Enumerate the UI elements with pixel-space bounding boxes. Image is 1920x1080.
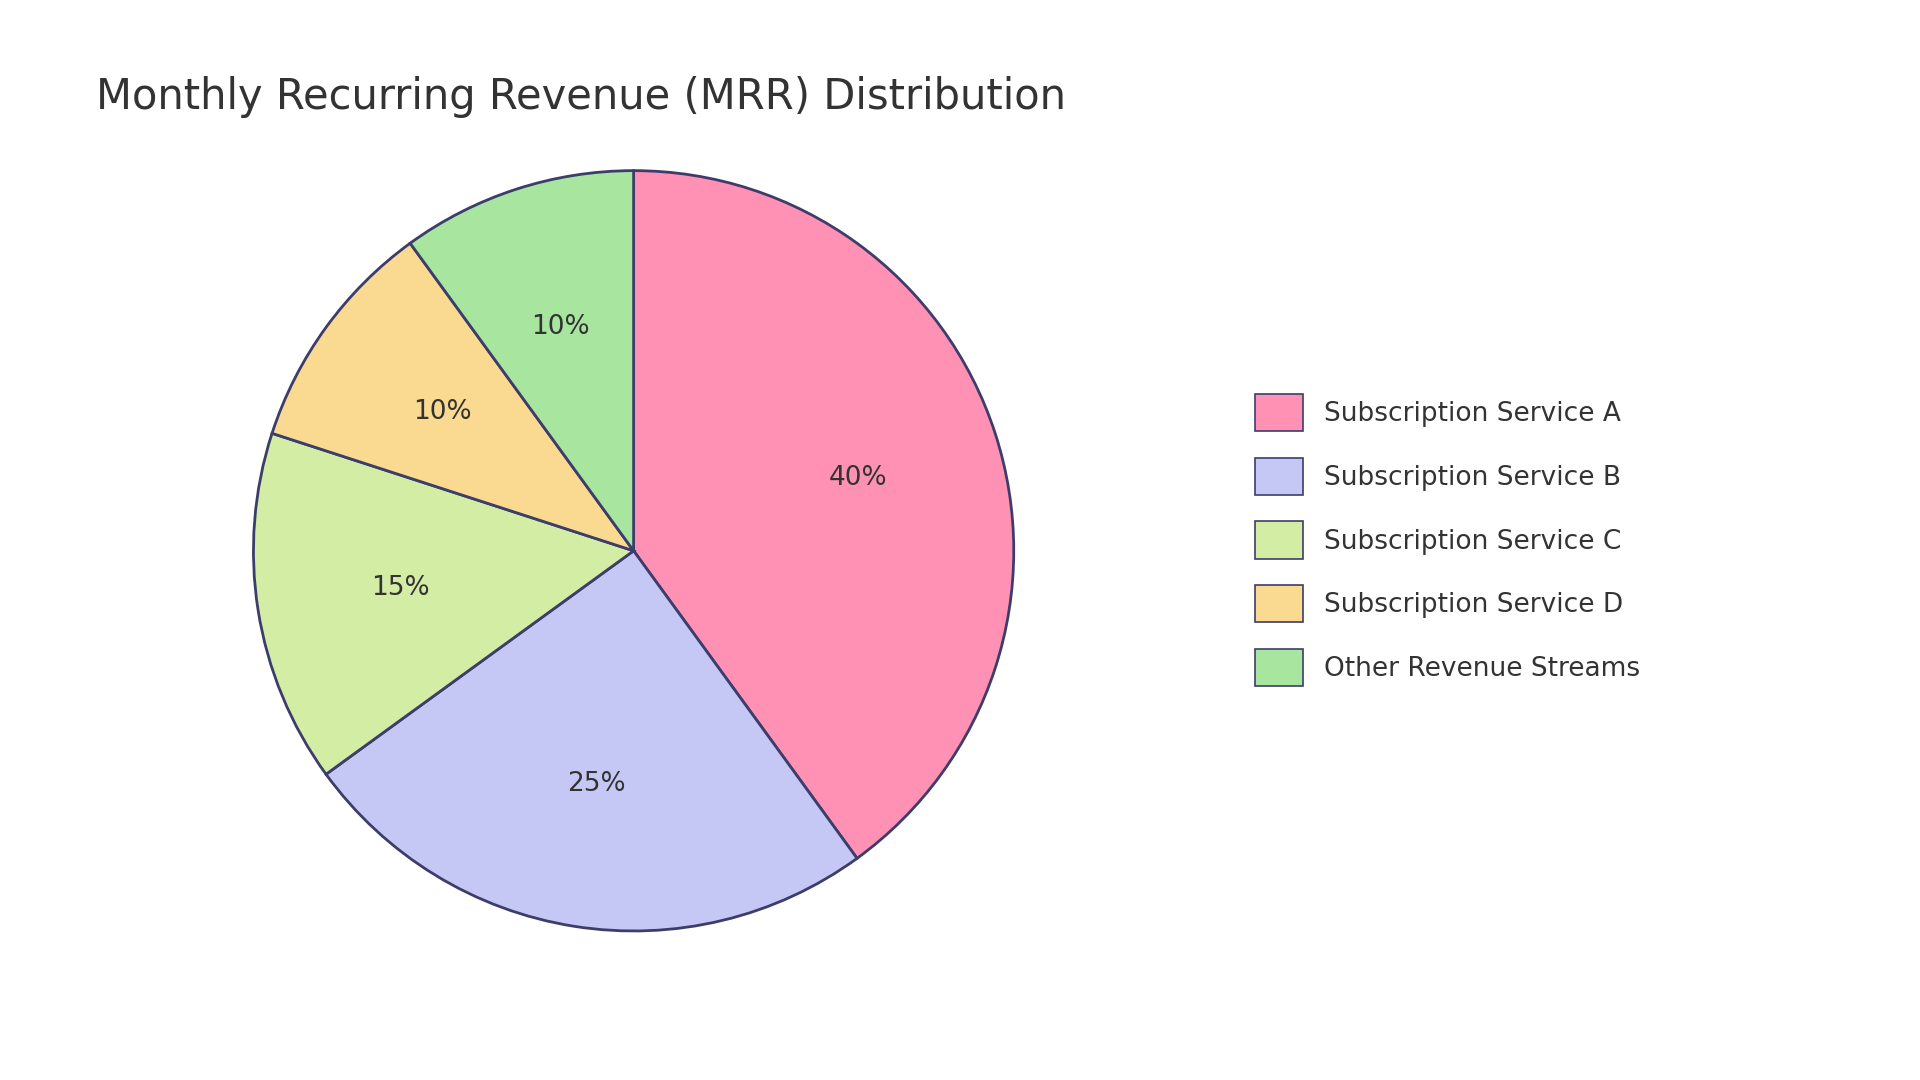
- Legend: Subscription Service A, Subscription Service B, Subscription Service C, Subscrip: Subscription Service A, Subscription Ser…: [1242, 380, 1653, 700]
- Text: 25%: 25%: [568, 771, 626, 797]
- Wedge shape: [411, 171, 634, 551]
- Text: 10%: 10%: [413, 400, 472, 426]
- Wedge shape: [273, 243, 634, 551]
- Text: 10%: 10%: [532, 313, 589, 339]
- Wedge shape: [634, 171, 1014, 859]
- Text: Monthly Recurring Revenue (MRR) Distribution: Monthly Recurring Revenue (MRR) Distribu…: [96, 76, 1066, 118]
- Wedge shape: [326, 551, 856, 931]
- Text: 15%: 15%: [371, 575, 430, 600]
- Text: 40%: 40%: [828, 465, 887, 491]
- Wedge shape: [253, 433, 634, 774]
